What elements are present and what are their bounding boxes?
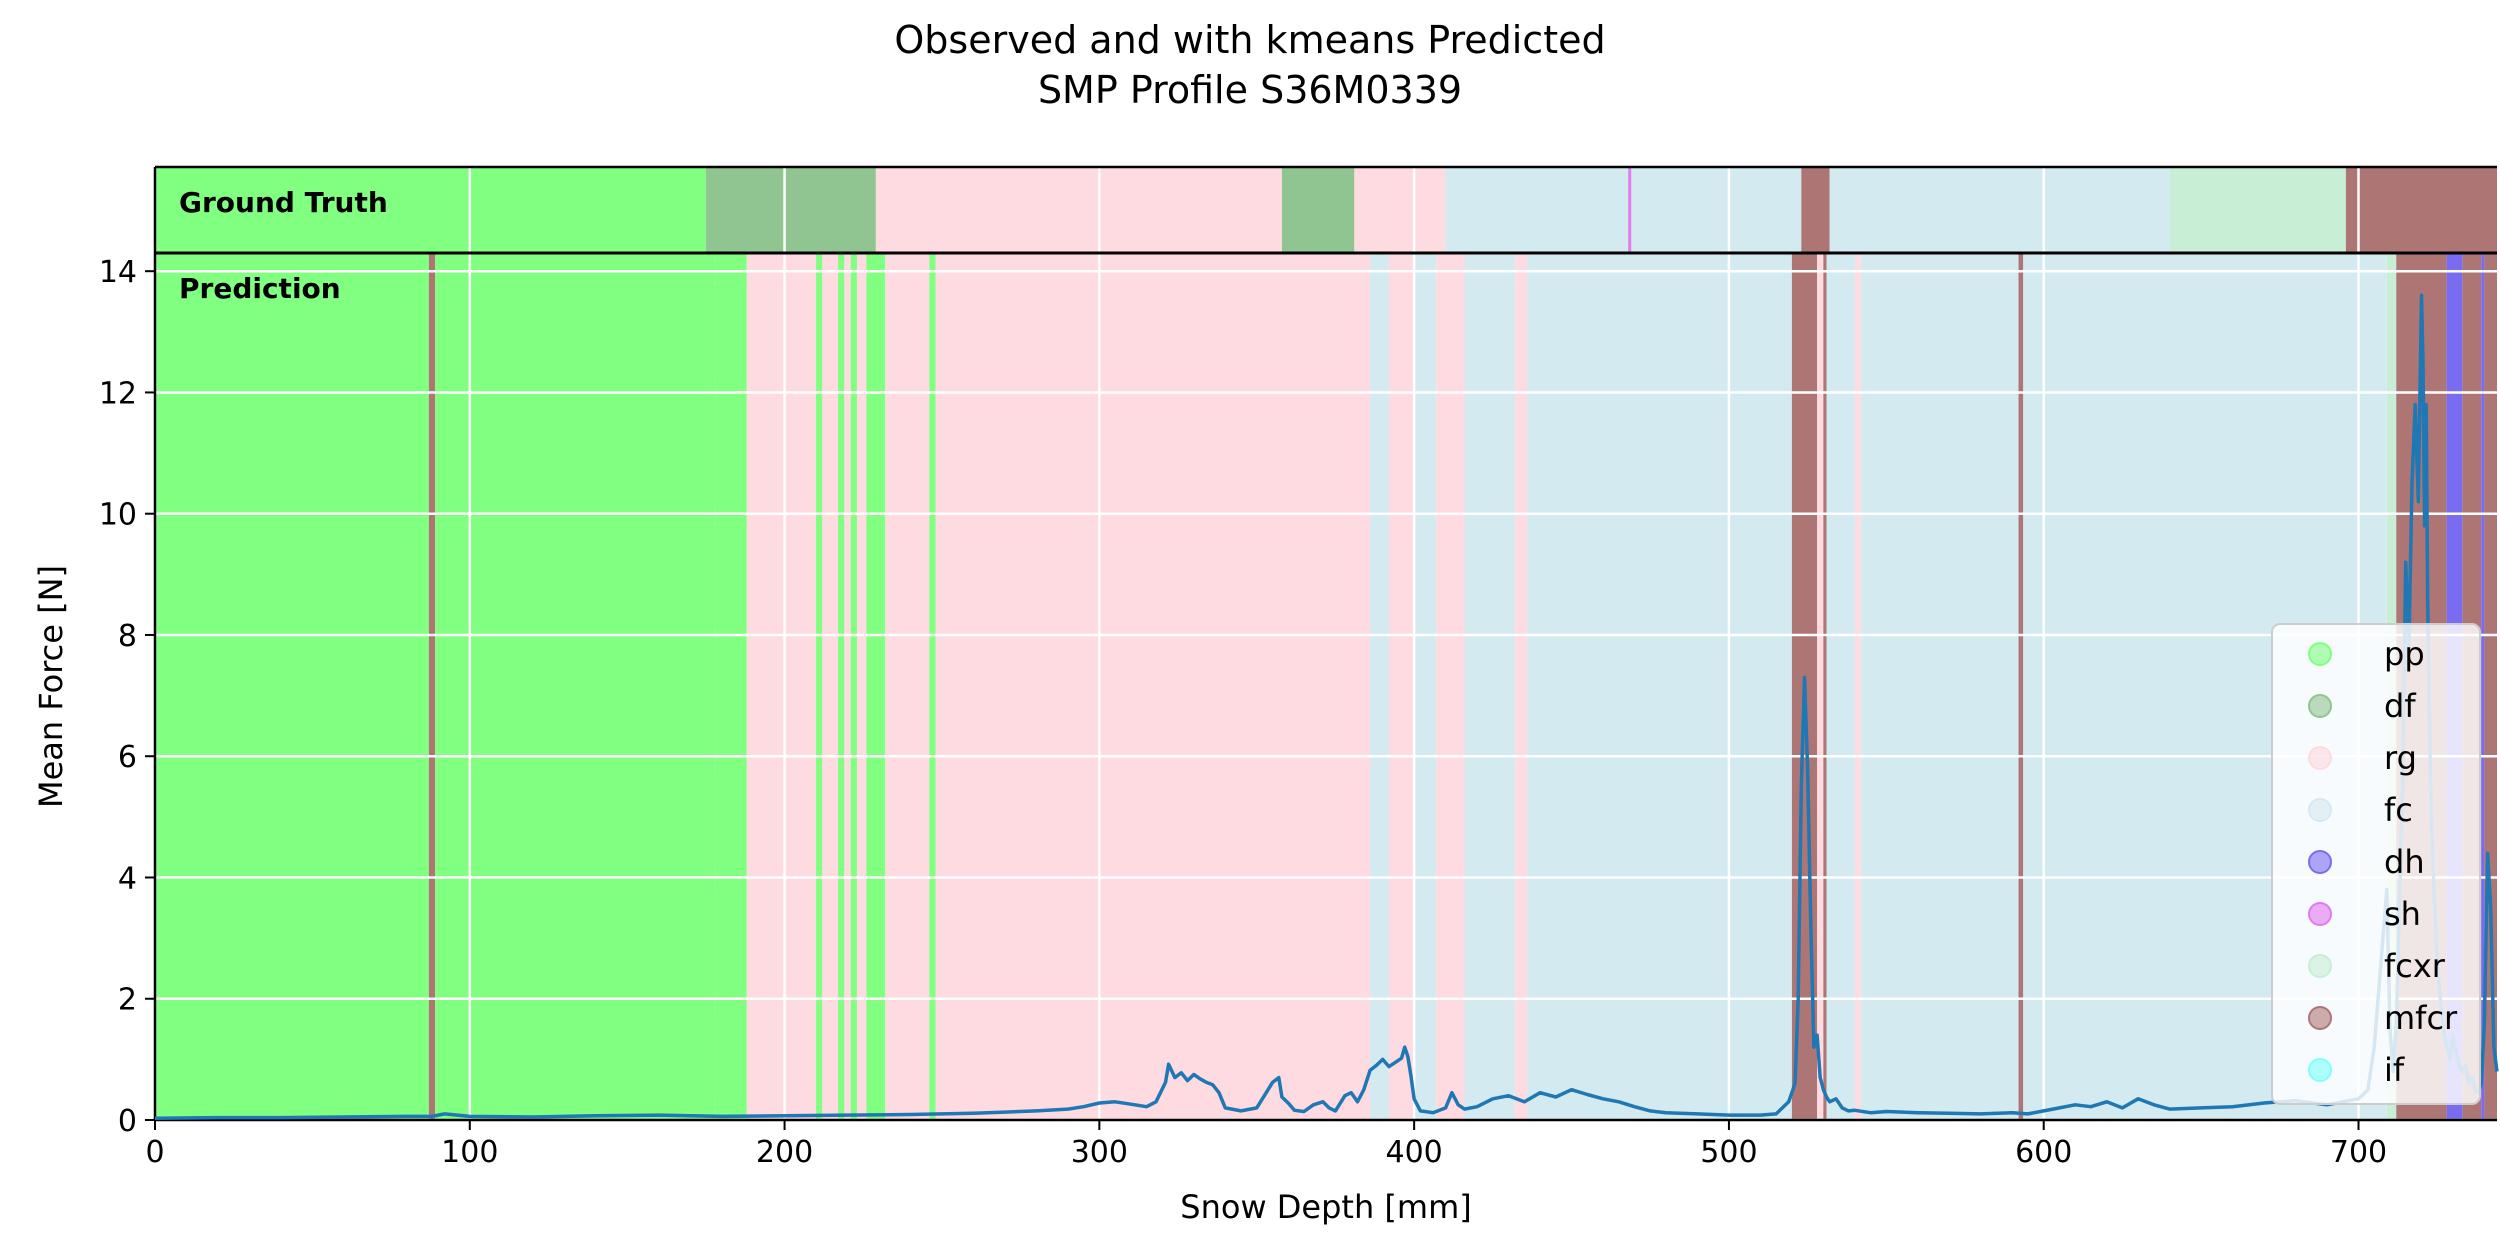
- prediction-segment-rg: [746, 253, 817, 1120]
- x-tick-label: 200: [756, 1135, 813, 1170]
- legend-marker-if: [2308, 1058, 2332, 1082]
- prediction-segment-pp: [866, 253, 886, 1120]
- legend-marker-sh: [2308, 902, 2332, 926]
- ground-truth-segment-fc: [1445, 167, 1629, 253]
- x-tick-label: 100: [441, 1135, 498, 1170]
- chart-title: Observed and with kmeans Predicted: [894, 18, 1606, 62]
- ground-truth-segment-fcxr: [2169, 167, 2346, 253]
- prediction-segment-mfcr: [428, 253, 436, 1120]
- legend-marker-rg: [2308, 746, 2332, 770]
- legend-label-rg: rg: [2384, 739, 2417, 777]
- prediction-segment-rg: [1817, 253, 1824, 1120]
- mean-force-line: [154, 293, 2499, 1120]
- prediction-segment-rg: [1436, 253, 1465, 1120]
- ground-truth-segment-fc: [1631, 167, 1802, 253]
- y-tick-label: 10: [99, 498, 137, 533]
- ground-truth-segment-fc: [1829, 167, 2170, 253]
- y-tick-label: 4: [118, 861, 137, 896]
- legend-label-mfcr: mfcr: [2384, 999, 2458, 1037]
- prediction-segment-pp: [838, 253, 845, 1120]
- y-tick-label: 12: [99, 376, 137, 411]
- prediction-segment-fc: [1861, 253, 2019, 1120]
- prediction-segment-rg: [1854, 253, 1862, 1120]
- legend-marker-pp: [2308, 642, 2332, 666]
- prediction-label: Prediction: [179, 272, 341, 305]
- x-axis-label: Snow Depth [mm]: [1180, 1188, 1471, 1226]
- ground-truth-segment-mfcr: [2345, 167, 2497, 253]
- prediction-segment-pp: [155, 253, 429, 1120]
- ground-truth-segment-mfcr: [1801, 167, 1830, 253]
- legend-label-pp: pp: [2384, 635, 2425, 673]
- legend-label-if: if: [2384, 1051, 2405, 1089]
- legend-label-sh: sh: [2384, 895, 2421, 933]
- prediction-segment-pp: [435, 253, 716, 1120]
- legend-marker-dh: [2308, 850, 2332, 874]
- x-tick-label: 0: [145, 1135, 164, 1170]
- legend-label-fc: fc: [2384, 791, 2413, 829]
- prediction-segment-rg: [822, 253, 839, 1120]
- prediction-segment-rg: [1388, 253, 1415, 1120]
- legend-marker-df: [2308, 694, 2332, 718]
- prediction-segment-fc: [1464, 253, 1515, 1120]
- prediction-segment-rg: [856, 253, 867, 1120]
- legend-marker-fcxr: [2308, 954, 2332, 978]
- x-tick-label: 600: [2015, 1135, 2072, 1170]
- prediction-segment-rg: [844, 253, 851, 1120]
- prediction-segment-pp: [850, 253, 857, 1120]
- x-tick-label: 700: [2330, 1135, 2387, 1170]
- legend-label-dh: dh: [2384, 843, 2425, 881]
- prediction-segment-rg: [1514, 253, 1528, 1120]
- legend-marker-fc: [2308, 798, 2332, 822]
- y-tick-label: 6: [118, 740, 137, 775]
- prediction-segment-fc: [1826, 253, 1855, 1120]
- ground-truth-segment-rg: [875, 167, 1282, 253]
- y-tick-label: 8: [118, 619, 137, 654]
- ground-truth-segment-pp: [155, 167, 706, 253]
- prediction-segment-pp: [816, 253, 823, 1120]
- x-tick-label: 500: [1700, 1135, 1757, 1170]
- ground-truth-segment-df: [1281, 167, 1355, 253]
- ground-truth-label: Ground Truth: [179, 186, 388, 219]
- prediction-segment-pp: [715, 253, 747, 1120]
- legend-label-df: df: [2384, 687, 2416, 725]
- legend-box: [2271, 623, 2481, 1105]
- prediction-segment-fc: [1370, 253, 1389, 1120]
- ground-truth-segment-sh: [1628, 167, 1632, 253]
- prediction-segment-rg: [885, 253, 930, 1120]
- y-axis-label: Mean Force [N]: [32, 565, 70, 808]
- ground-truth-segment-rg: [1354, 167, 1446, 253]
- prediction-segment-mfcr: [1823, 253, 1827, 1120]
- x-tick-label: 400: [1386, 1135, 1443, 1170]
- prediction-segment-mfcr: [2018, 253, 2024, 1120]
- y-tick-label: 0: [118, 1104, 137, 1139]
- chart-subtitle: SMP Profile S36M0339: [1037, 68, 1463, 112]
- y-tick-label: 14: [99, 255, 137, 290]
- prediction-segment-fc: [1414, 253, 1437, 1120]
- x-tick-label: 300: [1071, 1135, 1128, 1170]
- ground-truth-segment-df: [705, 167, 876, 253]
- legend: pp df rg fc dh sh fcxr mfcr if: [2271, 623, 2481, 1105]
- prediction-segment-rg: [935, 253, 1371, 1120]
- y-tick-label: 2: [118, 983, 137, 1018]
- legend-marker-mfcr: [2308, 1006, 2332, 1030]
- prediction-segment-fc: [1527, 253, 1792, 1120]
- prediction-segment-pp: [929, 253, 936, 1120]
- legend-label-fcxr: fcxr: [2384, 947, 2446, 985]
- prediction-segment-dh: [2481, 253, 2485, 1120]
